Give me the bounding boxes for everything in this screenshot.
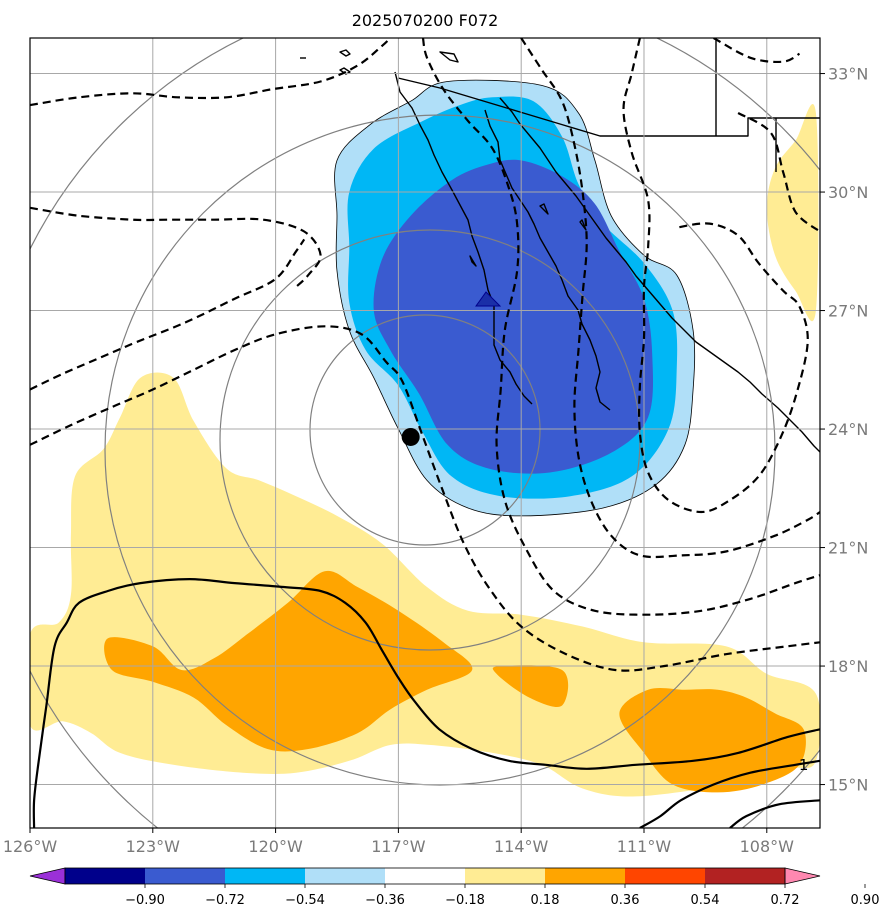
contour-labels: 1	[799, 756, 809, 774]
x-tick-label: 114°W	[494, 837, 549, 856]
colorbar-bin	[465, 868, 546, 884]
dashed-contour	[737, 112, 820, 233]
baja-west-coast	[394, 71, 533, 405]
y-tick-label: 27°N	[828, 302, 868, 321]
filled-region	[104, 570, 473, 752]
colorbar-extend-low	[29, 867, 66, 885]
colorbar-label: −0.90	[125, 893, 165, 908]
baja-gulf-coast	[484, 109, 611, 411]
triangle-marker	[475, 291, 502, 307]
island-a	[339, 49, 351, 57]
x-tick-label: 117°W	[371, 837, 426, 856]
colorbar-bin	[225, 868, 306, 884]
filled-region	[373, 159, 654, 474]
island-f	[539, 203, 549, 215]
colorbar-bin	[545, 868, 626, 884]
colorbar-label: −0.18	[445, 893, 485, 908]
filled-region	[619, 688, 806, 793]
contour-label: 1	[799, 756, 809, 774]
colorbar-bin	[625, 868, 706, 884]
dashed-contour	[30, 238, 306, 391]
sonora-coast	[499, 97, 820, 453]
filled-region	[492, 665, 569, 708]
colorbar-bin	[385, 868, 466, 884]
chart-title: 2025070200 F072	[352, 11, 499, 30]
y-tick-label: 21°N	[828, 539, 868, 558]
location-marker	[401, 427, 420, 446]
mexico-us-border	[397, 77, 820, 137]
x-tick-label: 126°W	[3, 837, 58, 856]
solid-contour	[729, 799, 820, 828]
dashed-contour	[30, 325, 820, 672]
island-e	[469, 255, 477, 267]
colorbar: −0.90 −0.72 −0.54 −0.36 −0.18 0.18 0.36 0.54 0.7…	[29, 867, 880, 908]
x-tick-label: 120°W	[248, 837, 303, 856]
colorbar-bin	[305, 868, 386, 884]
dashed-contour	[713, 38, 801, 64]
coastlines	[300, 38, 820, 453]
dashed-contour	[622, 38, 809, 514]
solid-contour	[639, 759, 820, 828]
colorbar-label: −0.54	[285, 893, 325, 908]
dashed-contour	[30, 206, 322, 288]
y-tick-label: 30°N	[828, 183, 868, 202]
colorbar-label: 0.90	[851, 893, 880, 908]
island-d	[439, 51, 459, 63]
colorbar-bin	[705, 868, 786, 884]
solid-contours	[32, 577, 820, 828]
colorbar-bin	[145, 868, 226, 884]
colorbar-label: 0.72	[771, 893, 800, 908]
colorbar-bin	[65, 868, 146, 884]
colorbar-label: 0.54	[691, 893, 720, 908]
dashed-contour	[421, 38, 820, 616]
plot-frame	[29, 37, 821, 829]
island-g	[579, 219, 587, 231]
colorbar-label: 0.18	[531, 893, 560, 908]
gray-contour-ring	[309, 314, 541, 546]
grid	[30, 38, 820, 828]
y-tick-label: 18°N	[828, 657, 868, 676]
x-tick-label: 111°W	[617, 837, 672, 856]
colorbar-label: 0.36	[611, 893, 640, 908]
filled-region	[766, 104, 819, 322]
colorbar-label: −0.36	[365, 893, 405, 908]
solid-contour	[32, 577, 820, 828]
colorbar-extend-high	[784, 867, 821, 885]
y-tick-label: 33°N	[828, 65, 868, 84]
x-tick-label: 123°W	[126, 837, 181, 856]
region-outline	[334, 79, 696, 517]
axis-ticks: 126°W 123°W 120°W 117°W 114°W 111°W 108°W 15°N 1…	[3, 65, 869, 856]
dashed-contours	[30, 38, 820, 672]
dashed-contour	[520, 38, 820, 559]
point-markers	[401, 291, 502, 446]
x-tick-label: 108°W	[740, 837, 795, 856]
colorbar-frame	[64, 867, 786, 885]
y-tick-label: 24°N	[828, 420, 868, 439]
y-tick-label: 15°N	[828, 776, 868, 795]
colorbar-label: −0.72	[205, 893, 245, 908]
